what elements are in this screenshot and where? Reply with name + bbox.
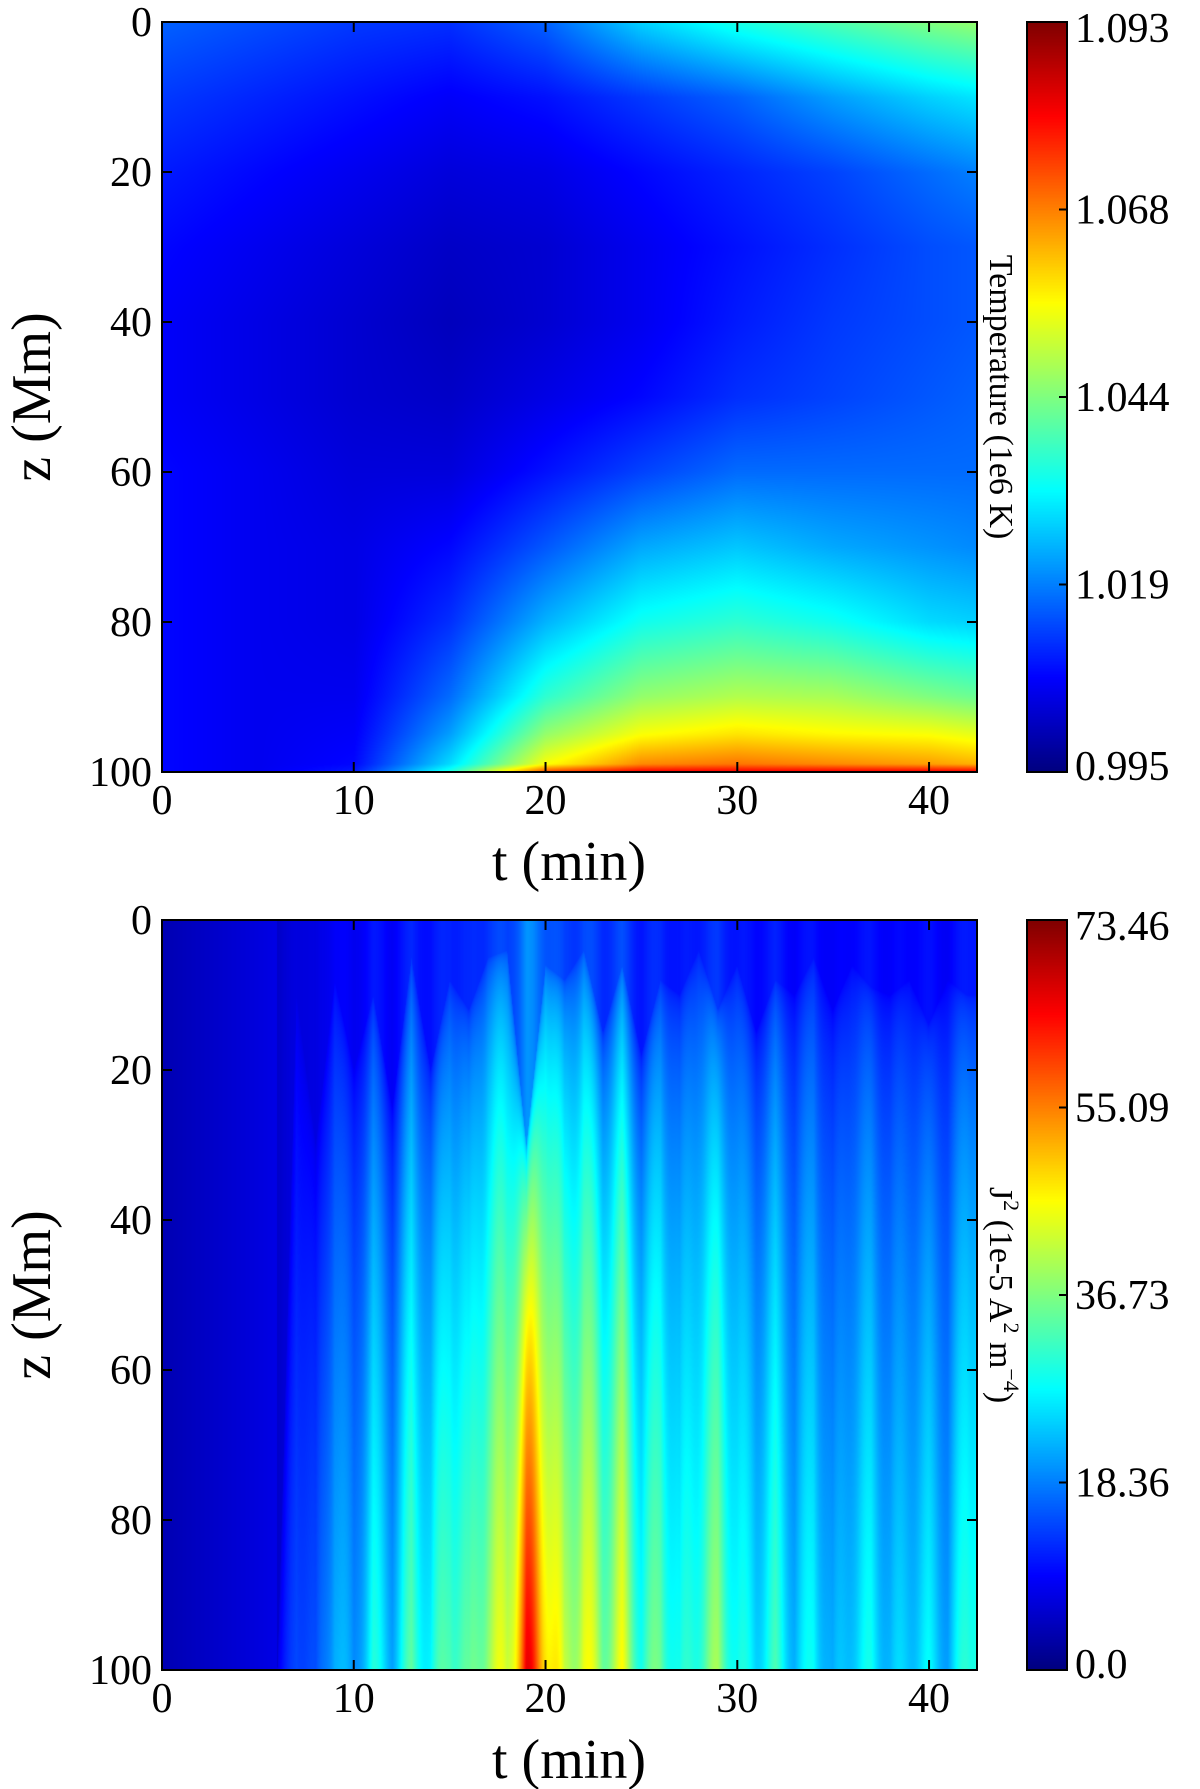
current-density-x-axis-label: t (min) xyxy=(492,1729,646,1789)
x-tick-label: 10 xyxy=(333,778,375,824)
colorbar-tick-label: 0.995 xyxy=(1075,744,1170,790)
colorbar-tick-label: 1.068 xyxy=(1075,188,1170,234)
current-density-axis-ticks: 0 10 20 30 40 0 20 40 60 80 100 xyxy=(89,898,977,1722)
y-tick-label: 80 xyxy=(110,1498,152,1544)
colorbar-tick-label: 1.019 xyxy=(1075,563,1170,609)
colorbar-tick-label: 36.73 xyxy=(1075,1273,1170,1319)
temperature-y-axis-label: z (Mm) xyxy=(1,312,63,482)
y-tick-label: 0 xyxy=(131,898,152,944)
cb-label-sup2: 2 xyxy=(999,1322,1024,1333)
x-tick-label: 30 xyxy=(716,1676,758,1722)
y-tick-label: 40 xyxy=(110,1198,152,1244)
current-density-heatmap-panel: 0 10 20 30 40 0 20 40 60 80 100 t (min) z (Mm) 0.0… xyxy=(1,898,1170,1789)
current-density-plot-frame xyxy=(161,919,978,1671)
colorbar-tick-label: 18.36 xyxy=(1075,1461,1170,1507)
x-tick-label: 40 xyxy=(908,1676,950,1722)
x-tick-label: 20 xyxy=(525,1676,567,1722)
x-tick-label: 20 xyxy=(525,778,567,824)
y-tick-label: 20 xyxy=(110,150,152,196)
y-tick-label: 40 xyxy=(110,300,152,346)
current-density-heatmap-image xyxy=(162,920,977,1670)
cb-label-rest1: (1e-5 A xyxy=(982,1211,1019,1323)
y-tick-label: 100 xyxy=(89,1648,152,1694)
cb-label-sup3: −4 xyxy=(999,1368,1024,1391)
cb-label-rest2: m xyxy=(982,1333,1019,1368)
cb-label-end: ) xyxy=(982,1392,1019,1403)
x-tick-label: 0 xyxy=(152,1676,173,1722)
x-tick-label: 10 xyxy=(333,1676,375,1722)
colorbar-tick-label: 1.093 xyxy=(1075,6,1170,52)
temperature-axis-ticks: 0 10 20 30 40 0 20 40 60 80 100 xyxy=(89,0,977,824)
current-density-colorbar-ticks: 0.0 18.36 36.73 55.09 73.46 xyxy=(1059,904,1170,1688)
current-density-colorbar-label: J2 (1e-5 A2 m−4) xyxy=(982,1187,1024,1403)
y-tick-label: 100 xyxy=(89,750,152,796)
temperature-x-axis-label: t (min) xyxy=(492,831,646,893)
y-tick-label: 60 xyxy=(110,1348,152,1394)
y-tick-label: 60 xyxy=(110,450,152,496)
y-tick-label: 0 xyxy=(131,0,152,46)
colorbar-tick-label: 55.09 xyxy=(1075,1086,1170,1132)
temperature-heatmap-panel: 0 10 20 30 40 0 20 40 60 80 100 t (min) z (Mm) 0.9… xyxy=(1,0,1170,893)
colorbar-tick-label: 1.044 xyxy=(1075,375,1170,421)
x-tick-label: 40 xyxy=(908,778,950,824)
y-tick-label: 80 xyxy=(110,600,152,646)
temperature-plot-frame xyxy=(161,21,978,773)
y-tick-label: 20 xyxy=(110,1048,152,1094)
x-tick-label: 30 xyxy=(716,778,758,824)
x-tick-label: 0 xyxy=(152,778,173,824)
colorbar-tick-label: 0.0 xyxy=(1075,1642,1128,1688)
temperature-colorbar-ticks: 0.995 1.019 1.044 1.068 1.093 xyxy=(1059,6,1170,790)
colorbar-tick-label: 73.46 xyxy=(1075,904,1170,950)
cb-label-sup1: 2 xyxy=(999,1200,1024,1211)
cb-label-j: J xyxy=(982,1187,1019,1200)
current-density-y-axis-label: z (Mm) xyxy=(1,1210,63,1380)
temperature-heatmap-image xyxy=(162,22,977,772)
temperature-colorbar-label: Temperature (1e6 K) xyxy=(982,255,1019,540)
